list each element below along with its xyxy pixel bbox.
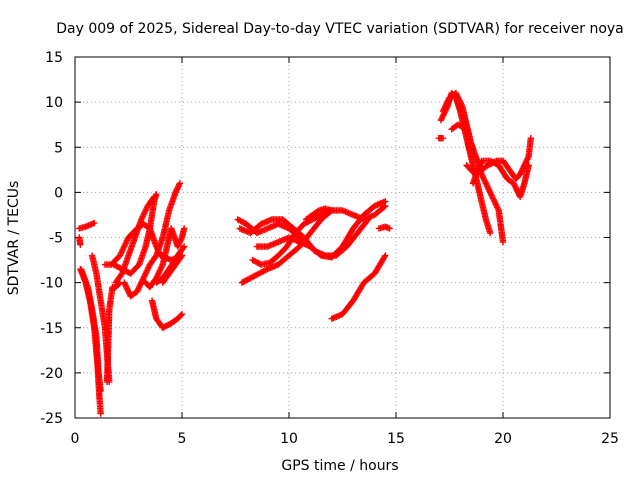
- x-tick-label: 15: [387, 431, 405, 447]
- series-arc-28: [469, 157, 532, 201]
- data-point: [262, 266, 270, 274]
- data-point: [150, 193, 158, 201]
- x-axis-label: GPS time / hours: [281, 458, 398, 474]
- y-tick-label: 5: [54, 140, 63, 156]
- data-point: [527, 135, 535, 142]
- y-tick-label: -20: [40, 366, 63, 382]
- y-tick-label: -5: [49, 231, 63, 247]
- series-arc-10: [121, 180, 184, 300]
- series-arc-11: [142, 225, 188, 291]
- data-point: [380, 203, 388, 211]
- x-tick-label: 25: [601, 431, 619, 447]
- data-point: [97, 410, 104, 417]
- y-axis-ticks: -25 -20 -15 -10 -5 0 5 10 15: [40, 50, 610, 427]
- y-axis-label: SDTVAR / TECUs: [6, 181, 22, 296]
- data-point: [486, 229, 494, 237]
- series-arc-22: [375, 223, 393, 232]
- data-point: [465, 130, 472, 137]
- series-arc-19: [253, 234, 314, 250]
- data-point: [91, 219, 98, 227]
- data-point: [77, 241, 84, 248]
- series-arc-4: [78, 266, 104, 395]
- series-arc-26: [435, 135, 447, 142]
- data-point: [499, 238, 507, 246]
- y-tick-label: -10: [40, 276, 63, 292]
- series-arc-1: [76, 219, 98, 232]
- data-point: [178, 311, 186, 318]
- series-arc-6: [103, 279, 124, 386]
- series-arc-12: [148, 297, 186, 331]
- x-tick-label: 20: [494, 431, 512, 447]
- x-tick-label: 10: [280, 431, 298, 447]
- y-tick-label: 0: [54, 185, 63, 201]
- series-arc-2: [76, 234, 84, 248]
- series-arc-21: [328, 252, 389, 322]
- y-tick-label: 15: [45, 50, 63, 66]
- data-point: [439, 135, 447, 142]
- data-point: [382, 202, 389, 210]
- series-arc-15: [234, 198, 389, 261]
- y-tick-label: 10: [45, 95, 63, 111]
- chart-title: Day 009 of 2025, Sidereal Day-to-day VTE…: [56, 21, 624, 37]
- data-point: [386, 225, 393, 232]
- data-point: [382, 252, 389, 259]
- series-arc-14: [153, 243, 188, 286]
- series-arc-20: [302, 205, 335, 223]
- x-tick-label: 5: [178, 431, 187, 447]
- data-point: [525, 162, 532, 169]
- y-tick-label: -25: [40, 411, 63, 427]
- data-point: [180, 225, 188, 232]
- series-arc-29: [454, 98, 472, 137]
- data-point: [180, 244, 187, 252]
- x-axis-ticks: 0 5 10 15 20 25: [71, 57, 619, 447]
- x-tick-label: 0: [71, 431, 80, 447]
- data-point: [180, 243, 188, 250]
- data-point: [177, 312, 185, 319]
- data-point: [328, 207, 335, 214]
- data-point: [314, 208, 321, 215]
- data-point: [381, 253, 388, 261]
- series-arc-9: [112, 193, 158, 286]
- data-points: [76, 89, 535, 417]
- data-point: [176, 180, 184, 187]
- data-point: [150, 194, 157, 202]
- y-tick-label: -15: [40, 321, 63, 337]
- data-point: [97, 387, 104, 395]
- data-point: [307, 243, 314, 250]
